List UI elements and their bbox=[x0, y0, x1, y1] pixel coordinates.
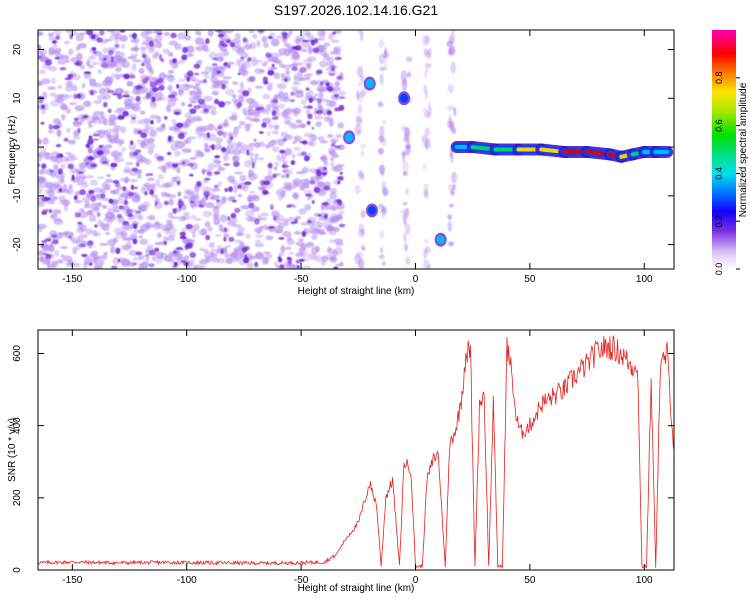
vertical-streaks bbox=[354, 30, 458, 269]
spectrogram-y-tick-label: 0 bbox=[12, 144, 23, 150]
spectrogram-x-tick-label: -50 bbox=[294, 274, 309, 285]
colorbar-tick-label: 0.4 bbox=[714, 167, 724, 180]
colorbar-tick-label: 0.0 bbox=[714, 263, 724, 276]
spectrogram-feature bbox=[368, 205, 377, 215]
spectrogram-y-tick-label: -10 bbox=[12, 188, 23, 203]
colorbar-tick-label: 0.8 bbox=[714, 72, 724, 85]
spectrogram-y-tick-label: 20 bbox=[12, 44, 23, 56]
spectrogram-x-tick-label: 50 bbox=[524, 274, 536, 285]
spectrogram-feature bbox=[365, 79, 374, 89]
spectrogram-x-tick-label: 0 bbox=[413, 274, 419, 285]
snr-x-tick-label: -150 bbox=[62, 575, 82, 586]
snr-panel: -150 -100 -50 0 50 100 0 200 400 600 Height of s… bbox=[7, 329, 675, 594]
spectrogram-y-tick-label: -20 bbox=[12, 237, 23, 252]
snr-x-ticks: -150 -100 -50 0 50 100 bbox=[62, 330, 653, 586]
snr-x-tick-label: 0 bbox=[413, 575, 419, 586]
spectrogram-feature bbox=[400, 93, 409, 103]
snr-y-tick-label: 600 bbox=[12, 345, 23, 362]
spectrogram-plot-area bbox=[38, 30, 674, 269]
spectrogram-y-ticks: -20 -10 0 10 20 bbox=[12, 44, 674, 252]
spectrogram-y-tick-label: 10 bbox=[12, 92, 23, 104]
spectrogram-x-tick-label: 100 bbox=[636, 274, 653, 285]
snr-y-axis-label: SNR (10 * v/v) bbox=[7, 418, 18, 482]
spectrogram-feature bbox=[436, 235, 445, 245]
spectrogram-x-ticks: -150 -100 -50 0 50 100 bbox=[62, 30, 653, 285]
snr-series-line bbox=[38, 334, 674, 569]
snr-x-tick-label: 50 bbox=[524, 575, 536, 586]
spectrogram-x-tick-label: -150 bbox=[62, 274, 82, 285]
colorbar-tick-label: 0.6 bbox=[714, 119, 724, 132]
spectrogram-feature bbox=[345, 132, 354, 142]
spectrogram-x-axis-label: Height of straight line (km) bbox=[298, 286, 415, 297]
colorbar-gradient bbox=[712, 30, 736, 269]
spectrogram-y-axis-label: Frequency (Hz) bbox=[7, 116, 18, 185]
snr-y-tick-label: 0 bbox=[12, 567, 23, 573]
colorbar-label: Normalized spectral amplitude bbox=[738, 82, 749, 217]
noise-speckle bbox=[38, 30, 346, 269]
chart-title: S197.2026.102.14.16.G21 bbox=[274, 2, 438, 18]
spectrogram-frame bbox=[37, 29, 675, 270]
snr-frame bbox=[37, 329, 675, 571]
snr-x-axis-label: Height of straight line (km) bbox=[298, 583, 415, 594]
snr-x-tick-label: -50 bbox=[294, 575, 309, 586]
snr-y-tick-label: 400 bbox=[12, 417, 23, 434]
snr-y-ticks: 0 200 400 600 bbox=[12, 345, 674, 573]
colorbar-ticks: 0.0 0.2 0.4 0.6 0.8 bbox=[714, 72, 740, 276]
colorbar: 0.0 0.2 0.4 0.6 0.8 Normalized spectral ampl… bbox=[712, 30, 749, 275]
snr-x-tick-label: -100 bbox=[177, 575, 197, 586]
spectrogram-x-tick-label: -100 bbox=[177, 274, 197, 285]
snr-x-tick-label: 100 bbox=[636, 575, 653, 586]
signal-track bbox=[450, 141, 674, 163]
colorbar-tick-label: 0.2 bbox=[714, 215, 724, 228]
snr-y-tick-label: 200 bbox=[12, 489, 23, 506]
